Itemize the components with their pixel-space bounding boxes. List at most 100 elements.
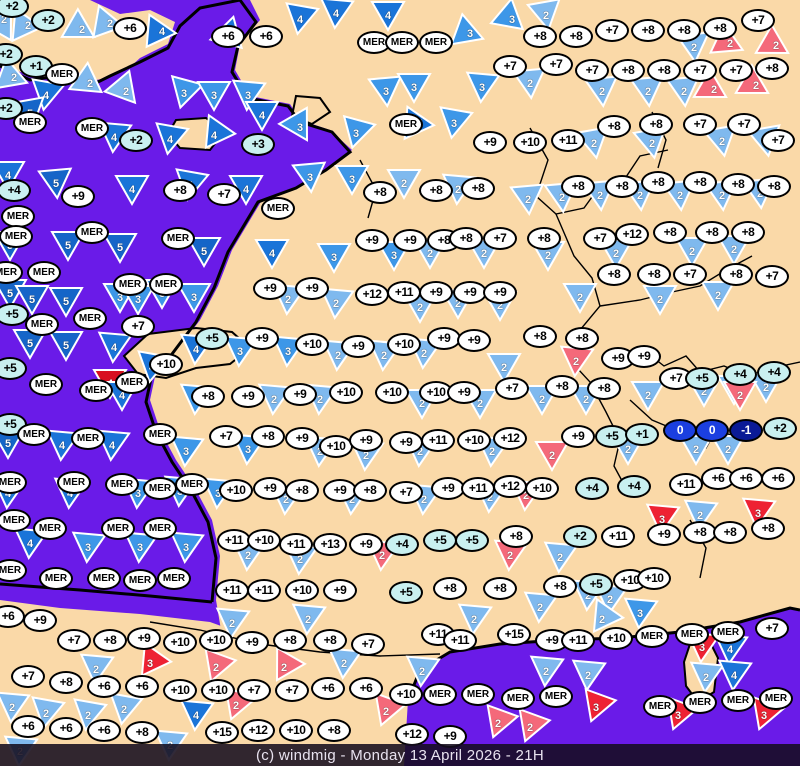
wind-arrow-icon: 2 — [486, 353, 522, 385]
temperature-bubble: +9 — [447, 380, 481, 404]
temperature-bubble: 0 — [663, 418, 697, 442]
temperature-bubble: +9 — [341, 334, 375, 358]
sea-label-bubble: MER — [675, 622, 709, 646]
sea-label-bubble: MER — [0, 508, 31, 532]
temperature-bubble: +12 — [493, 426, 527, 450]
sea-label-bubble: MER — [721, 688, 755, 712]
wind-arrow-icon: 3 — [396, 73, 432, 105]
temperature-bubble: +1 — [19, 54, 53, 78]
sea-label-bubble: MER — [635, 624, 669, 648]
sea-label-bubble: MER — [149, 272, 183, 296]
sea-label-bubble: MER — [419, 30, 453, 54]
wind-arrow-icon: 2 — [562, 283, 598, 315]
temperature-bubble: +9 — [601, 346, 635, 370]
sea-label-bubble: MER — [73, 306, 107, 330]
temperature-bubble: +8 — [721, 172, 755, 196]
sea-label-bubble: MER — [175, 472, 209, 496]
wind-arrow-icon: 2 — [92, 3, 127, 44]
temperature-bubble: +10 — [319, 434, 353, 458]
temperature-bubble: +9 — [431, 476, 465, 500]
temperature-bubble: +15 — [205, 720, 239, 744]
wind-arrow-icon: 2 — [78, 653, 115, 687]
temperature-bubble: +5 — [455, 528, 489, 552]
wind-arrow-icon: 3 — [230, 79, 267, 113]
temperature-bubble: +8 — [751, 516, 785, 540]
wind-arrow-icon: 2 — [105, 692, 145, 727]
temperature-bubble: +9 — [453, 280, 487, 304]
wind-arrow-icon: 4 — [191, 113, 238, 158]
temperature-bubble: +8 — [667, 18, 701, 42]
temperature-bubble: +8 — [683, 170, 717, 194]
temperature-bubble: +5 — [0, 356, 27, 380]
temperature-bubble: +13 — [313, 532, 347, 556]
sea-label-bubble: MER — [57, 470, 91, 494]
sea-label-bubble: MER — [71, 426, 105, 450]
temperature-bubble: +9 — [561, 424, 595, 448]
wind-arrow-icon: 2 — [456, 603, 493, 637]
temperature-bubble: +8 — [251, 424, 285, 448]
temperature-bubble: +7 — [575, 58, 609, 82]
wind-arrow-icon: 3 — [334, 165, 370, 197]
wind-arrow-icon: 2 — [477, 703, 520, 744]
sea-label-bubble: MER — [161, 226, 195, 250]
temperature-bubble: +9 — [457, 328, 491, 352]
temperature-bubble: +10 — [637, 566, 671, 590]
wind-arrow-icon: 2 — [522, 591, 559, 625]
temperature-bubble: +8 — [273, 628, 307, 652]
temperature-bubble: +8 — [641, 170, 675, 194]
wind-arrow-icon: 2 — [579, 597, 626, 642]
temperature-bubble: +4 — [0, 178, 31, 202]
temperature-bubble: 0 — [695, 418, 729, 442]
wind-arrow-icon: 2 — [509, 707, 552, 748]
temperature-bubble: +6 — [113, 16, 147, 40]
wind-arrow-icon: 3 — [464, 71, 501, 105]
temperature-bubble: +9 — [355, 228, 389, 252]
sea-label-bubble: MER — [143, 516, 177, 540]
sea-label-bubble: MER — [17, 422, 51, 446]
temperature-bubble: +9 — [389, 430, 423, 454]
sea-label-bubble: MER — [25, 312, 59, 336]
sea-label-bubble: MER — [75, 116, 109, 140]
temperature-bubble: +2 — [0, 42, 23, 66]
temperature-bubble: +8 — [483, 576, 517, 600]
temperature-bubble: +5 — [685, 366, 719, 390]
temperature-bubble: +6 — [87, 674, 121, 698]
temperature-bubble: +10 — [163, 630, 197, 654]
temperature-bubble: +11 — [561, 628, 595, 652]
temperature-bubble: +6 — [0, 604, 25, 628]
wind-arrow-icon: 4 — [716, 659, 753, 693]
wind-arrow-icon: 2 — [642, 285, 678, 317]
temperature-bubble: +7 — [207, 182, 241, 206]
wind-arrow-icon: 4 — [151, 122, 191, 157]
wind-arrow-icon: 2 — [509, 183, 546, 217]
wind-arrow-icon: 2 — [290, 603, 327, 637]
temperature-bubble: +9 — [627, 344, 661, 368]
temperature-bubble: +6 — [11, 714, 45, 738]
wind-arrow-icon: 3 — [176, 283, 212, 315]
temperature-bubble: +10 — [525, 476, 559, 500]
temperature-bubble: +5 — [579, 572, 613, 596]
temperature-bubble: +7 — [673, 262, 707, 286]
wind-arrow-icon: 2 — [534, 441, 570, 473]
wind-arrow-icon: 2 — [692, 67, 736, 112]
temperature-bubble: +5 — [195, 326, 229, 350]
temperature-bubble: +7 — [237, 678, 271, 702]
sea-label-bubble: MER — [39, 566, 73, 590]
temperature-bubble: +8 — [499, 524, 533, 548]
temperature-bubble: +8 — [755, 56, 789, 80]
temperature-bubble: +11 — [551, 128, 585, 152]
temperature-bubble: +8 — [313, 628, 347, 652]
sea-label-bubble: MER — [501, 686, 535, 710]
temperature-bubble: +8 — [695, 220, 729, 244]
temperature-bubble: +10 — [375, 380, 409, 404]
sea-label-bubble: MER — [157, 566, 191, 590]
wind-arrow-icon: 3 — [336, 114, 378, 153]
sea-label-bubble: MER — [79, 378, 113, 402]
temperature-bubble: +8 — [353, 478, 387, 502]
temperature-bubble: +8 — [719, 262, 753, 286]
sea-label-bubble: MER — [0, 558, 27, 582]
temperature-bubble: +9 — [127, 626, 161, 650]
temperature-bubble: +5 — [423, 528, 457, 552]
